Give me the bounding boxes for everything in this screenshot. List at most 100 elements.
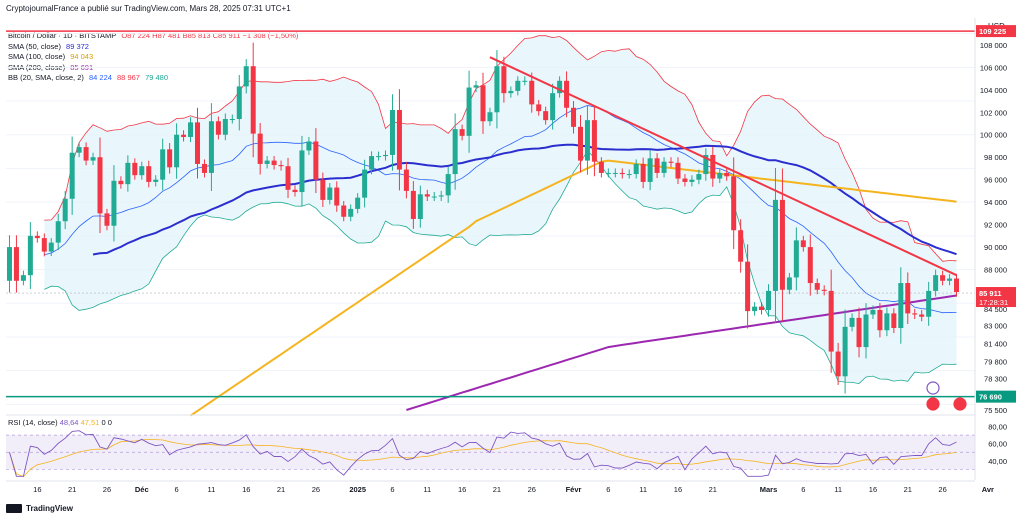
candle-body [132, 162, 138, 176]
flag-event-icon[interactable] [953, 397, 967, 411]
time-tick-label: 16 [674, 485, 682, 494]
candle-body [654, 158, 660, 173]
last-price-tag-bg [976, 287, 1016, 308]
time-tick-label: Déc [135, 485, 149, 494]
candle-body [153, 179, 159, 182]
legend-sma50-row[interactable]: SMA (50, close) 89 372 [8, 42, 301, 53]
price-tick-label: 92 000 [984, 221, 1007, 230]
candle-body [410, 190, 416, 219]
legend-sma50-value: 89 372 [66, 41, 89, 51]
candle-body [111, 180, 117, 226]
candle-body [257, 133, 263, 164]
candle-body [919, 314, 925, 317]
time-axis[interactable]: 16 21 26 Déc 6 11 16 21 26 2025 6 11 16 21 26 Févr 6 11 16… [6, 480, 994, 494]
price-axis[interactable]: 108 000 106 000 104 000 102 000 100 000 98 00… [974, 18, 1007, 480]
price-tick-label: 81 400 [984, 340, 1007, 349]
candle-body [487, 112, 493, 122]
price-tick-label: 108 000 [980, 41, 1007, 50]
legend-bb-lower: 79 480 [145, 73, 169, 82]
event-icons[interactable] [926, 381, 967, 411]
candle-body [814, 283, 820, 290]
candle-body [772, 199, 778, 291]
candle-body [828, 290, 834, 352]
candle-body [577, 126, 583, 161]
resistance-tag-bg [976, 25, 1016, 38]
candles [6, 42, 960, 394]
candle-body [543, 111, 549, 121]
candle-body [842, 326, 848, 377]
time-tick-label: 21 [709, 485, 717, 494]
candle-body [83, 147, 89, 161]
candle-body [696, 174, 702, 180]
candle-body [807, 247, 813, 284]
time-tick-label: 11 [834, 485, 842, 494]
candle-body [675, 162, 681, 179]
candle-body [215, 121, 221, 135]
rsi-pane[interactable]: 80,00 60,00 40,00 [6, 414, 1007, 478]
price-tick-label: 94 000 [984, 198, 1007, 207]
candle-body [710, 154, 716, 179]
candle-body [640, 163, 646, 182]
trendline[interactable] [489, 56, 957, 277]
candle-body [104, 213, 110, 226]
candle-body [940, 275, 946, 281]
legend-sma100-row[interactable]: SMA (100, close) 94 043 [8, 52, 301, 63]
time-tick-label: 16 [869, 485, 877, 494]
candle-body [146, 166, 152, 182]
price-tick-label: 90 000 [984, 243, 1007, 252]
legend-symbol[interactable]: Bitcoin / Dollar · 1D · BITSTAMP [8, 31, 117, 40]
candle-body [188, 122, 194, 137]
candle-body [396, 110, 402, 170]
candle-body [201, 163, 207, 173]
price-tick-label: 98 000 [984, 153, 1007, 162]
rsi-legend[interactable]: RSI (14, close) 48,64 47,51 0 0 [8, 418, 112, 427]
sma50-line [92, 143, 957, 256]
candle-body [76, 147, 82, 153]
rsi-signal-line [9, 438, 957, 478]
lightning-event-icon[interactable] [926, 381, 940, 395]
time-tick-label: 26 [312, 485, 320, 494]
time-tick-label: 16 [458, 485, 466, 494]
price-tick-label: 84 500 [984, 305, 1007, 314]
candle-body [870, 310, 876, 315]
candle-body [731, 176, 737, 231]
candle-body [598, 161, 604, 173]
candle-body [480, 85, 486, 122]
candle-body [536, 104, 542, 112]
candle-body [208, 121, 214, 173]
legend-bb-row[interactable]: BB (20, SMA, close, 2) 84 224 88 967 79 … [8, 73, 301, 84]
candle-body [473, 85, 479, 88]
candle-body [800, 240, 806, 248]
candle-body [703, 154, 709, 175]
legend-sma100-label: SMA (100, close) [8, 52, 66, 61]
candle-body [584, 120, 590, 161]
last-price-tag: 85 911 [979, 289, 1002, 298]
resistance-tag: 109 225 [979, 27, 1006, 36]
rsi-tick-label: 60,00 [988, 440, 1007, 449]
legend-sma100-value: 94 043 [70, 52, 94, 61]
flag-event-icon[interactable] [926, 397, 940, 411]
candle-body [717, 172, 723, 179]
candle-body [724, 172, 730, 177]
legend-symbol-row: Bitcoin / Dollar · 1D · BITSTAMP O87 224… [8, 31, 301, 42]
time-tick-label: 16 [242, 485, 250, 494]
bb-lower-line [44, 150, 957, 385]
candle-body [362, 169, 368, 198]
support-tag-bg [976, 390, 1016, 403]
candle-body [550, 93, 556, 121]
candle-body [139, 166, 145, 176]
candle-body [299, 150, 305, 193]
support-tag: 76 690 [979, 393, 1002, 402]
footer: TradingView [6, 504, 73, 513]
legend-sma50-label: SMA (50, close) [8, 41, 61, 51]
candle-body [125, 162, 131, 185]
candle-body [6, 247, 12, 281]
candle-body [529, 80, 535, 105]
rsi-tick-label: 40,00 [988, 457, 1007, 466]
candle-body [571, 107, 577, 127]
candle-body [682, 178, 688, 182]
candle-body [765, 290, 772, 311]
time-tick-label: 16 [33, 485, 41, 494]
